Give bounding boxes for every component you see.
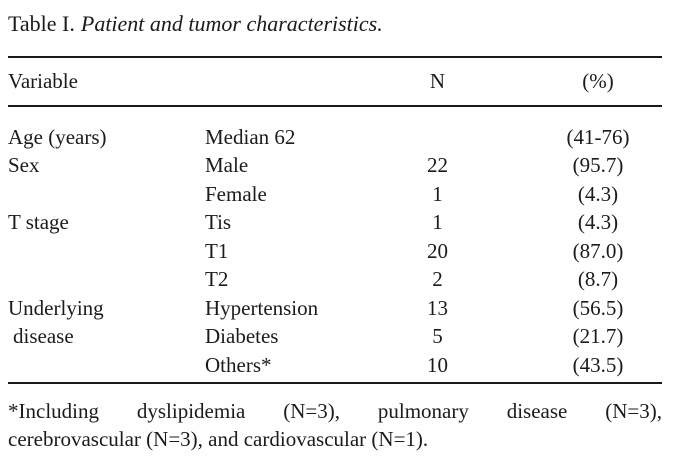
table-title: Table I. Patient and tumor characteristic… xyxy=(8,0,662,38)
bottom-rule xyxy=(8,381,662,384)
cell-pct: (4.3) xyxy=(577,181,619,206)
table-title-caption: Patient and tumor characteristics. xyxy=(80,11,383,36)
cell-category: T stage xyxy=(8,210,69,235)
footnote-line-1: *Including dyslipidemia (N=3), pulmonary dis… xyxy=(8,397,662,425)
footnote-word: *Including xyxy=(8,398,99,423)
cell-label: Tis xyxy=(205,210,232,235)
cell-pct: (8.7) xyxy=(577,267,619,292)
cell-category: disease xyxy=(13,324,74,349)
cell-n: 20 xyxy=(427,238,448,263)
footnote-word: pulmonary xyxy=(377,398,469,423)
cell-n: 1 xyxy=(432,181,443,206)
cell-label: Diabetes xyxy=(205,324,279,349)
cell-label: Median 62 xyxy=(205,124,296,149)
cell-category: Sex xyxy=(8,153,40,178)
cell-category: Underlying xyxy=(8,295,104,320)
header-pct: (%) xyxy=(582,69,614,93)
cell-pct: (43.5) xyxy=(572,352,624,377)
table-title-label: Table I. xyxy=(8,11,75,36)
footnote-line-2: cerebrovascular (N=3), and cardiovascula… xyxy=(8,426,429,451)
header-rule xyxy=(8,105,662,107)
cell-pct: (95.7) xyxy=(572,153,624,178)
cell-n: 1 xyxy=(432,210,443,235)
cell-label: Female xyxy=(205,181,267,206)
cell-category: Age (years) xyxy=(8,124,107,149)
cell-pct: (87.0) xyxy=(572,238,624,263)
table-row: Age (years) Median 62 (41-76) xyxy=(8,123,662,152)
cell-pct: (4.3) xyxy=(577,210,619,235)
cell-n: 22 xyxy=(427,153,448,178)
cell-label: Others* xyxy=(205,352,272,377)
table-row: Female 1 (4.3) xyxy=(8,180,662,209)
cell-n: 13 xyxy=(427,295,448,320)
cell-label: Hypertension xyxy=(205,295,319,320)
table-row: T2 2 (8.7) xyxy=(8,266,662,295)
table-footnote: *Including dyslipidemia (N=3), pulmonary dis… xyxy=(8,397,662,453)
cell-pct: (56.5) xyxy=(572,295,624,320)
cell-label: Male xyxy=(205,153,249,178)
cell-pct: (41-76) xyxy=(566,124,630,149)
table-body: Age (years) Median 62 (41-76) Sex Male 2… xyxy=(8,107,662,380)
cell-pct: (21.7) xyxy=(572,324,624,349)
cell-n: 5 xyxy=(432,324,443,349)
cell-label: T1 xyxy=(205,238,229,263)
table-row: Underlying Hypertension 13 (56.5) xyxy=(8,294,662,323)
cell-n: 2 xyxy=(432,267,443,292)
header-n: N xyxy=(429,69,446,93)
table-row: Others* 10 (43.5) xyxy=(8,351,662,380)
table-row: disease Diabetes 5 (21.7) xyxy=(8,323,662,352)
footnote-word: dyslipidemia xyxy=(136,398,246,423)
table-row: Sex Male 22 (95.7) xyxy=(8,152,662,181)
cell-n: 10 xyxy=(427,352,448,377)
table-row: T stage Tis 1 (4.3) xyxy=(8,209,662,238)
footnote-word: (N=3), xyxy=(283,398,340,423)
footnote-word: disease xyxy=(506,398,568,423)
table-header-row: Variable N (%) xyxy=(8,58,662,105)
cell-label: T2 xyxy=(205,267,229,292)
footnote-word: (N=3), xyxy=(605,398,662,423)
table-row: T1 20 (87.0) xyxy=(8,237,662,266)
top-rule xyxy=(8,56,662,58)
header-variable: Variable xyxy=(8,69,78,93)
